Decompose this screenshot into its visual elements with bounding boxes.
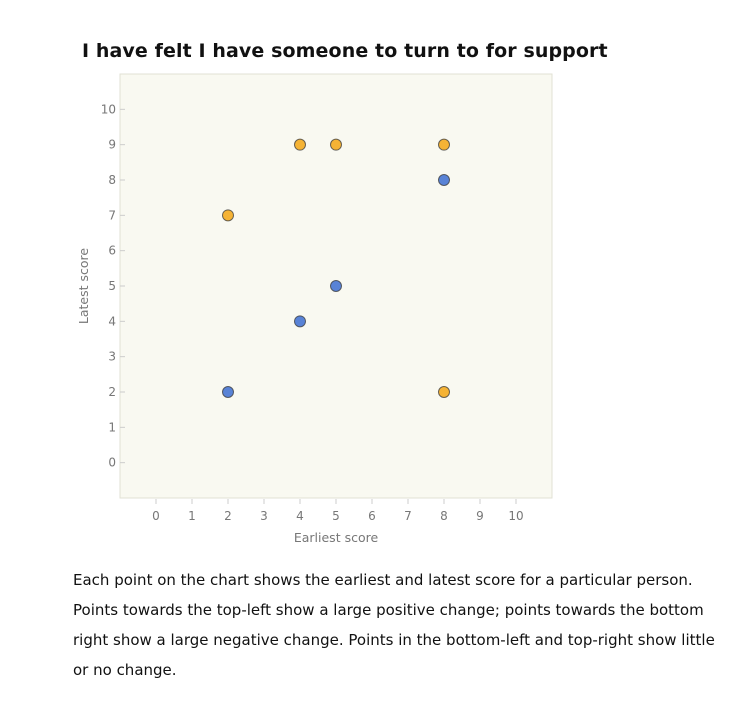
chart-title: I have felt I have someone to turn to fo… <box>82 40 608 62</box>
y-tick-label: 6 <box>108 244 116 258</box>
y-tick-label: 3 <box>108 350 116 364</box>
data-point[interactable] <box>330 138 342 151</box>
x-tick-label: 9 <box>476 509 484 523</box>
data-point[interactable] <box>330 280 342 292</box>
y-tick-label: 10 <box>101 102 116 116</box>
data-point[interactable] <box>438 386 450 398</box>
y-axis-title: Latest score <box>76 248 91 324</box>
y-tick-label: 2 <box>108 385 116 399</box>
x-tick-label: 3 <box>260 509 268 523</box>
y-tick-label: 4 <box>108 314 116 328</box>
x-axis-ticks: 0 1 2 3 4 5 6 7 8 9 10 <box>152 499 524 523</box>
y-tick-label: 5 <box>108 279 116 293</box>
x-tick-label: 6 <box>368 509 376 523</box>
x-tick-label: 8 <box>440 509 448 523</box>
y-tick-label: 7 <box>108 208 116 222</box>
x-tick-label: 5 <box>332 509 340 523</box>
x-tick-label: 7 <box>404 509 412 523</box>
x-tick-label: 0 <box>152 509 160 523</box>
scatter-chart: 0 1 2 3 4 5 6 7 8 9 10 0 1 2 3 4 5 6 7 8 9 10 Earliest score… <box>76 73 553 545</box>
data-point[interactable] <box>294 315 306 328</box>
y-tick-label: 9 <box>108 138 116 152</box>
x-tick-label: 1 <box>188 509 196 523</box>
x-axis-title: Earliest score <box>294 530 379 545</box>
data-point[interactable] <box>294 138 306 151</box>
y-axis-ticks: 0 1 2 3 4 5 6 7 8 9 10 <box>101 102 125 470</box>
data-points <box>222 138 450 398</box>
y-tick-label: 0 <box>108 456 116 470</box>
x-tick-label: 4 <box>296 509 304 523</box>
data-point[interactable] <box>222 209 234 222</box>
data-point[interactable] <box>438 174 450 186</box>
y-tick-label: 8 <box>108 173 116 187</box>
x-tick-label: 2 <box>224 509 232 523</box>
y-tick-label: 1 <box>108 420 116 434</box>
data-point[interactable] <box>438 138 450 151</box>
x-tick-label: 10 <box>508 509 523 523</box>
chart-caption: Each point on the chart shows the earlie… <box>73 571 715 679</box>
data-point[interactable] <box>222 386 234 398</box>
